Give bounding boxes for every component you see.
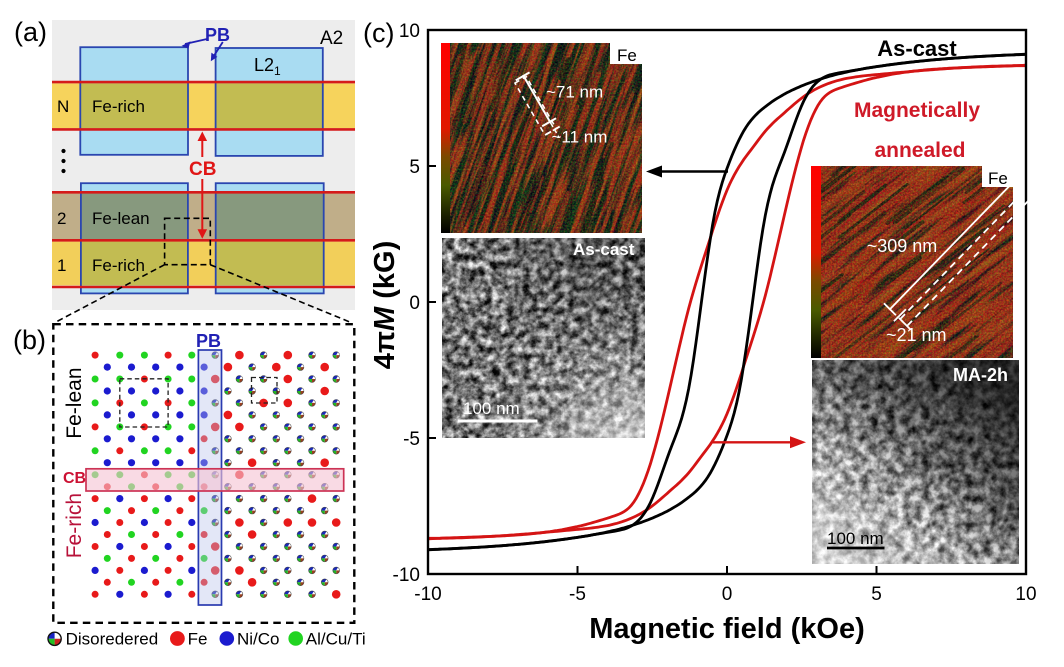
svg-text:PB: PB [196,331,221,351]
svg-text:A2: A2 [320,28,343,49]
svg-text:N: N [57,97,69,116]
svg-text:Fe-rich: Fe-rich [92,256,145,275]
svg-text:100 nm: 100 nm [827,529,884,548]
svg-text:Disoredered: Disoredered [66,630,159,649]
svg-text:PB: PB [205,25,230,45]
svg-text:As-cast: As-cast [573,240,635,259]
svg-text:Magnetically: Magnetically [854,99,980,122]
svg-text:(b): (b) [13,325,46,355]
svg-text:Al/Cu/Ti: Al/Cu/Ti [306,630,366,649]
svg-text:Fe: Fe [988,169,1008,188]
svg-text:0: 0 [409,293,420,314]
svg-text:Fe-rich: Fe-rich [92,97,145,116]
svg-text:CB: CB [63,470,86,487]
svg-text:10: 10 [399,21,420,42]
svg-text:-10: -10 [414,584,441,605]
svg-text:-5: -5 [569,584,586,605]
svg-text:Magnetic field (kOe): Magnetic field (kOe) [589,613,865,645]
svg-text:~11 nm: ~11 nm [552,128,608,147]
svg-text:~71 nm: ~71 nm [546,83,603,102]
svg-text:-10: -10 [393,565,420,586]
svg-text:Fe: Fe [617,46,637,65]
svg-text:1: 1 [57,256,66,275]
svg-text:Fe-rich: Fe-rich [63,493,86,558]
svg-text:4πM (kG): 4πM (kG) [369,241,401,370]
svg-text:As-cast: As-cast [877,36,957,61]
svg-text:100 nm: 100 nm [463,399,520,418]
svg-text:2: 2 [57,209,66,228]
svg-text:5: 5 [871,584,882,605]
svg-text:MA-2h: MA-2h [953,365,1008,385]
svg-text:Fe-lean: Fe-lean [63,367,86,438]
svg-text:5: 5 [409,157,420,178]
svg-text:~21 nm: ~21 nm [886,325,947,345]
svg-text:10: 10 [1015,584,1036,605]
svg-text:Ni/Co: Ni/Co [237,630,280,649]
svg-text:(a): (a) [14,17,47,47]
svg-text:-5: -5 [403,429,420,450]
svg-text:~309 nm: ~309 nm [867,236,938,256]
svg-text:(c): (c) [363,18,394,48]
svg-text:Fe: Fe [188,630,208,649]
svg-text:Fe-lean: Fe-lean [92,209,150,228]
svg-text:CB: CB [189,159,216,180]
svg-text:0: 0 [722,584,733,605]
svg-text:annealed: annealed [874,139,965,162]
